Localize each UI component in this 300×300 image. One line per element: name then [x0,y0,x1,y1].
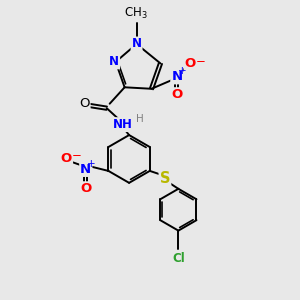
Text: NH: NH [113,118,133,131]
Text: O: O [185,57,196,70]
Text: −: − [196,55,206,68]
Text: CH$_3$: CH$_3$ [124,6,148,21]
Text: −: − [72,149,82,163]
Text: O: O [79,97,90,110]
Text: O: O [61,152,72,166]
Text: +: + [87,159,95,169]
Text: N: N [80,163,92,176]
Text: +: + [178,67,187,76]
Text: O: O [171,88,182,101]
Text: H: H [136,114,143,124]
Text: N: N [109,56,119,68]
Text: O: O [80,182,92,195]
Text: Cl: Cl [172,252,185,265]
Text: N: N [132,38,142,50]
Text: N: N [171,70,182,83]
Text: S: S [160,171,170,186]
